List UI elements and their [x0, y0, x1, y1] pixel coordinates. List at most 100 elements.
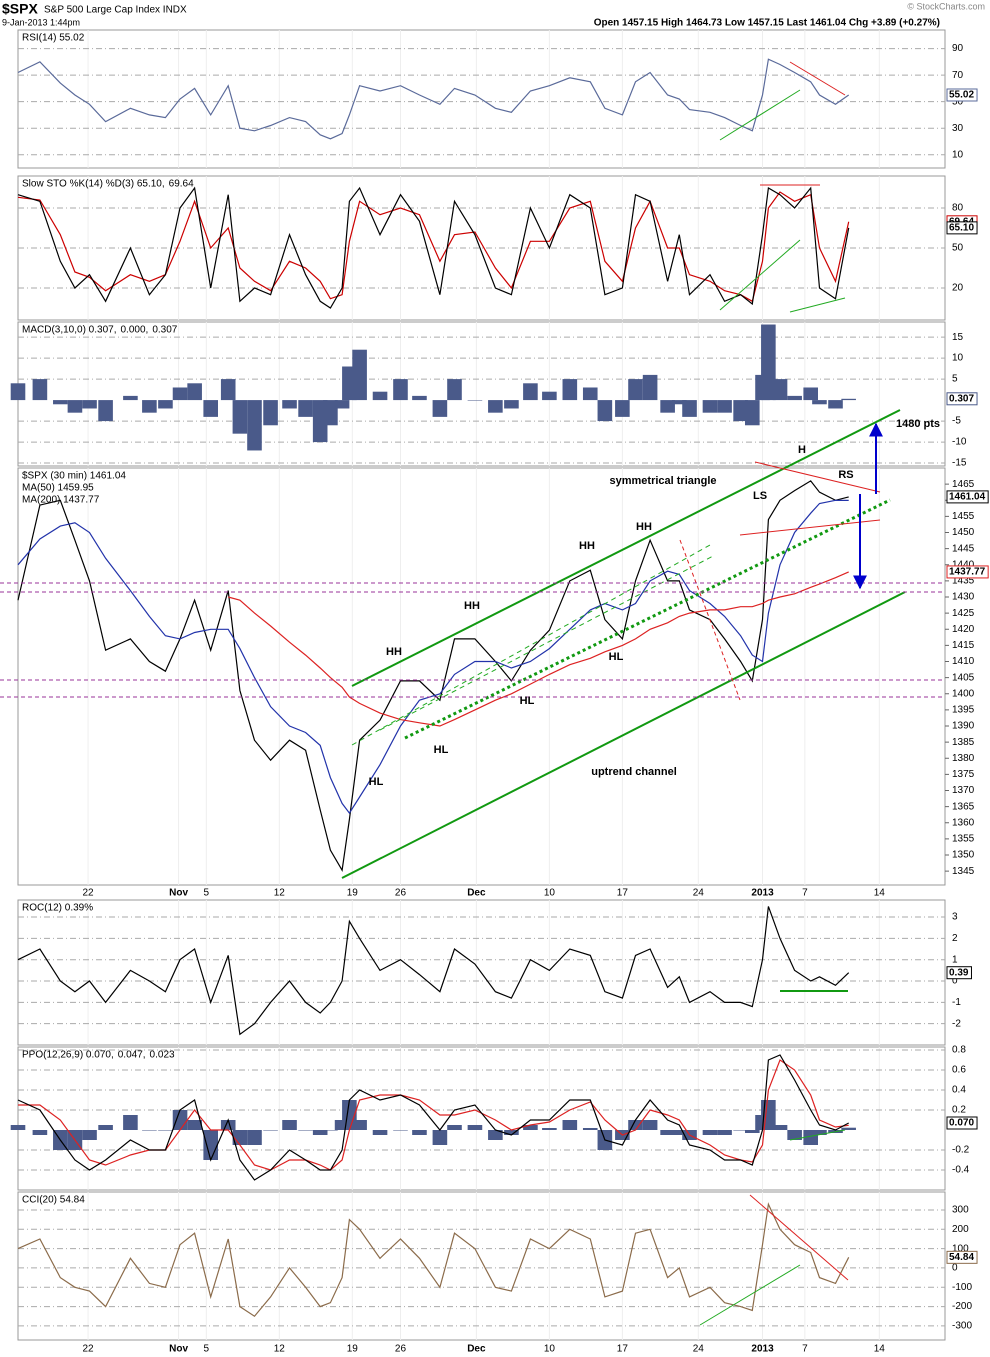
y-tick-label: 1465	[952, 479, 975, 490]
bar	[467, 400, 483, 401]
bar	[488, 400, 503, 413]
annotation: H	[798, 444, 806, 456]
y-tick-label: 1380	[952, 753, 975, 764]
trend-line	[699, 1264, 801, 1326]
x-tick-label: 2013	[751, 888, 774, 899]
bar	[447, 379, 462, 401]
x-tick-label: 19	[347, 1344, 359, 1355]
y-tick-label: -5	[952, 416, 961, 427]
bar	[263, 400, 278, 426]
panel-label: RSI(14) 55.02	[22, 33, 85, 44]
trend-line	[719, 239, 801, 311]
x-tick-label: 5	[204, 1344, 210, 1355]
bar	[263, 1130, 278, 1131]
panel-label: 0.307	[152, 325, 177, 336]
y-tick-label: 1395	[952, 705, 975, 716]
y-tick-label: -2	[952, 1018, 961, 1029]
panel-frame	[17, 1191, 946, 1341]
bar	[334, 1120, 350, 1130]
annotation: RS	[838, 469, 853, 481]
x-tick-label: 17	[617, 888, 629, 899]
y-tick-label: 30	[952, 123, 964, 134]
value-badge	[946, 966, 972, 980]
series-line	[17, 906, 850, 1036]
bar	[672, 1130, 687, 1135]
trend-line	[749, 1194, 849, 1281]
bar	[352, 1120, 367, 1130]
value-badge-label: 0.39	[949, 967, 969, 978]
bar	[412, 395, 427, 401]
bar	[562, 379, 578, 401]
annotation: HH	[386, 646, 402, 658]
x-tick-label: 7	[802, 1344, 808, 1355]
bar	[488, 1130, 503, 1140]
bar	[772, 1125, 788, 1130]
panel-label: MACD(3,10,0) 0.307,	[22, 325, 117, 336]
y-tick-label: 80	[952, 203, 964, 214]
bar	[467, 1125, 483, 1130]
value-badge-label: 1461.04	[949, 492, 986, 503]
y-tick-label: -1	[952, 997, 961, 1008]
panel-label: PPO(12,26,9) 0.070,	[22, 1050, 114, 1061]
y-tick-label: 1375	[952, 769, 975, 780]
y-tick-label: 0	[952, 1263, 958, 1274]
y-tick-label: 1370	[952, 785, 975, 796]
annotation: HL	[369, 776, 384, 788]
x-tick-label: 19	[347, 888, 359, 899]
bar	[142, 400, 157, 413]
bar	[597, 400, 613, 422]
y-tick-label: 50	[952, 96, 964, 107]
y-tick-label: -0.4	[952, 1165, 970, 1176]
bar	[432, 400, 448, 417]
bar	[142, 1130, 157, 1131]
annotation: uptrend channel	[591, 766, 677, 778]
bar	[562, 1120, 578, 1130]
y-tick-label: 1355	[952, 834, 975, 845]
y-tick-label: -0.2	[952, 1145, 970, 1156]
value-badge-label: 0.307	[949, 393, 974, 404]
trend-line	[719, 89, 801, 141]
bar	[67, 400, 83, 413]
bar	[542, 391, 557, 401]
bar	[393, 1130, 408, 1131]
x-tick-label: 26	[395, 888, 407, 899]
bar	[220, 1120, 236, 1130]
y-tick-label: -15	[952, 458, 967, 469]
y-tick-label: 1455	[952, 511, 975, 522]
bar	[187, 383, 202, 401]
bar	[504, 400, 519, 409]
y-tick-label: 20	[952, 283, 964, 294]
annotation: HL	[520, 695, 535, 707]
panel-label: CCI(20) 54.84	[22, 1195, 85, 1206]
bar	[660, 400, 675, 413]
value-badge-label: 55.02	[949, 90, 974, 101]
trend-line	[341, 591, 906, 879]
x-tick-label: 26	[395, 1344, 407, 1355]
bar	[812, 1130, 827, 1135]
y-tick-label: 10	[952, 353, 964, 364]
series-line	[228, 571, 849, 727]
x-tick-label: Nov	[169, 888, 188, 899]
bar	[123, 1115, 138, 1130]
y-tick-label: 70	[952, 70, 964, 81]
trend-line	[789, 297, 846, 313]
bar	[172, 1110, 188, 1130]
y-tick-label: 3	[952, 912, 958, 923]
bar	[352, 349, 367, 401]
bar	[733, 400, 748, 422]
bar	[372, 391, 388, 401]
y-tick-label: 0.8	[952, 1045, 966, 1056]
x-tick-label: 7	[802, 888, 808, 899]
trend-line	[739, 519, 881, 536]
y-tick-label: 1425	[952, 608, 975, 619]
value-badge	[946, 88, 978, 102]
panel-label: ROC(12) 0.39%	[22, 903, 93, 914]
bar	[582, 387, 598, 401]
y-tick-label: 0.6	[952, 1065, 966, 1076]
y-tick-label: 1360	[952, 817, 975, 828]
value-badge-label: 1437.77	[949, 567, 986, 578]
bar	[282, 1120, 297, 1130]
y-tick-label: 1365	[952, 801, 975, 812]
panel-label: Slow STO %K(14) %D(3) 65.10,	[22, 179, 165, 190]
bar	[158, 400, 173, 409]
